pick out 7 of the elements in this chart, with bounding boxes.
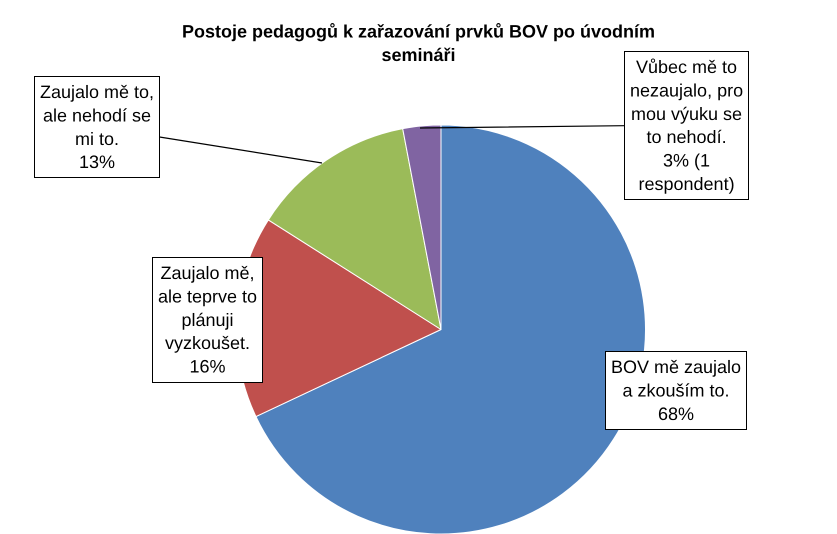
slice-label: Zaujalo mě to, ale nehodí se mi to.	[40, 82, 154, 149]
data-label: 68%	[658, 404, 694, 424]
slice-label: BOV mě zaujalo a zkouším to.	[611, 357, 742, 400]
data-label: 16%	[190, 356, 226, 377]
slice-label: Zaujalo mě, ale teprve to plánuji vyzkoušet.	[158, 263, 258, 354]
data-label: 13%	[79, 152, 116, 172]
data-label: 3% (1 respondent)	[638, 150, 735, 194]
